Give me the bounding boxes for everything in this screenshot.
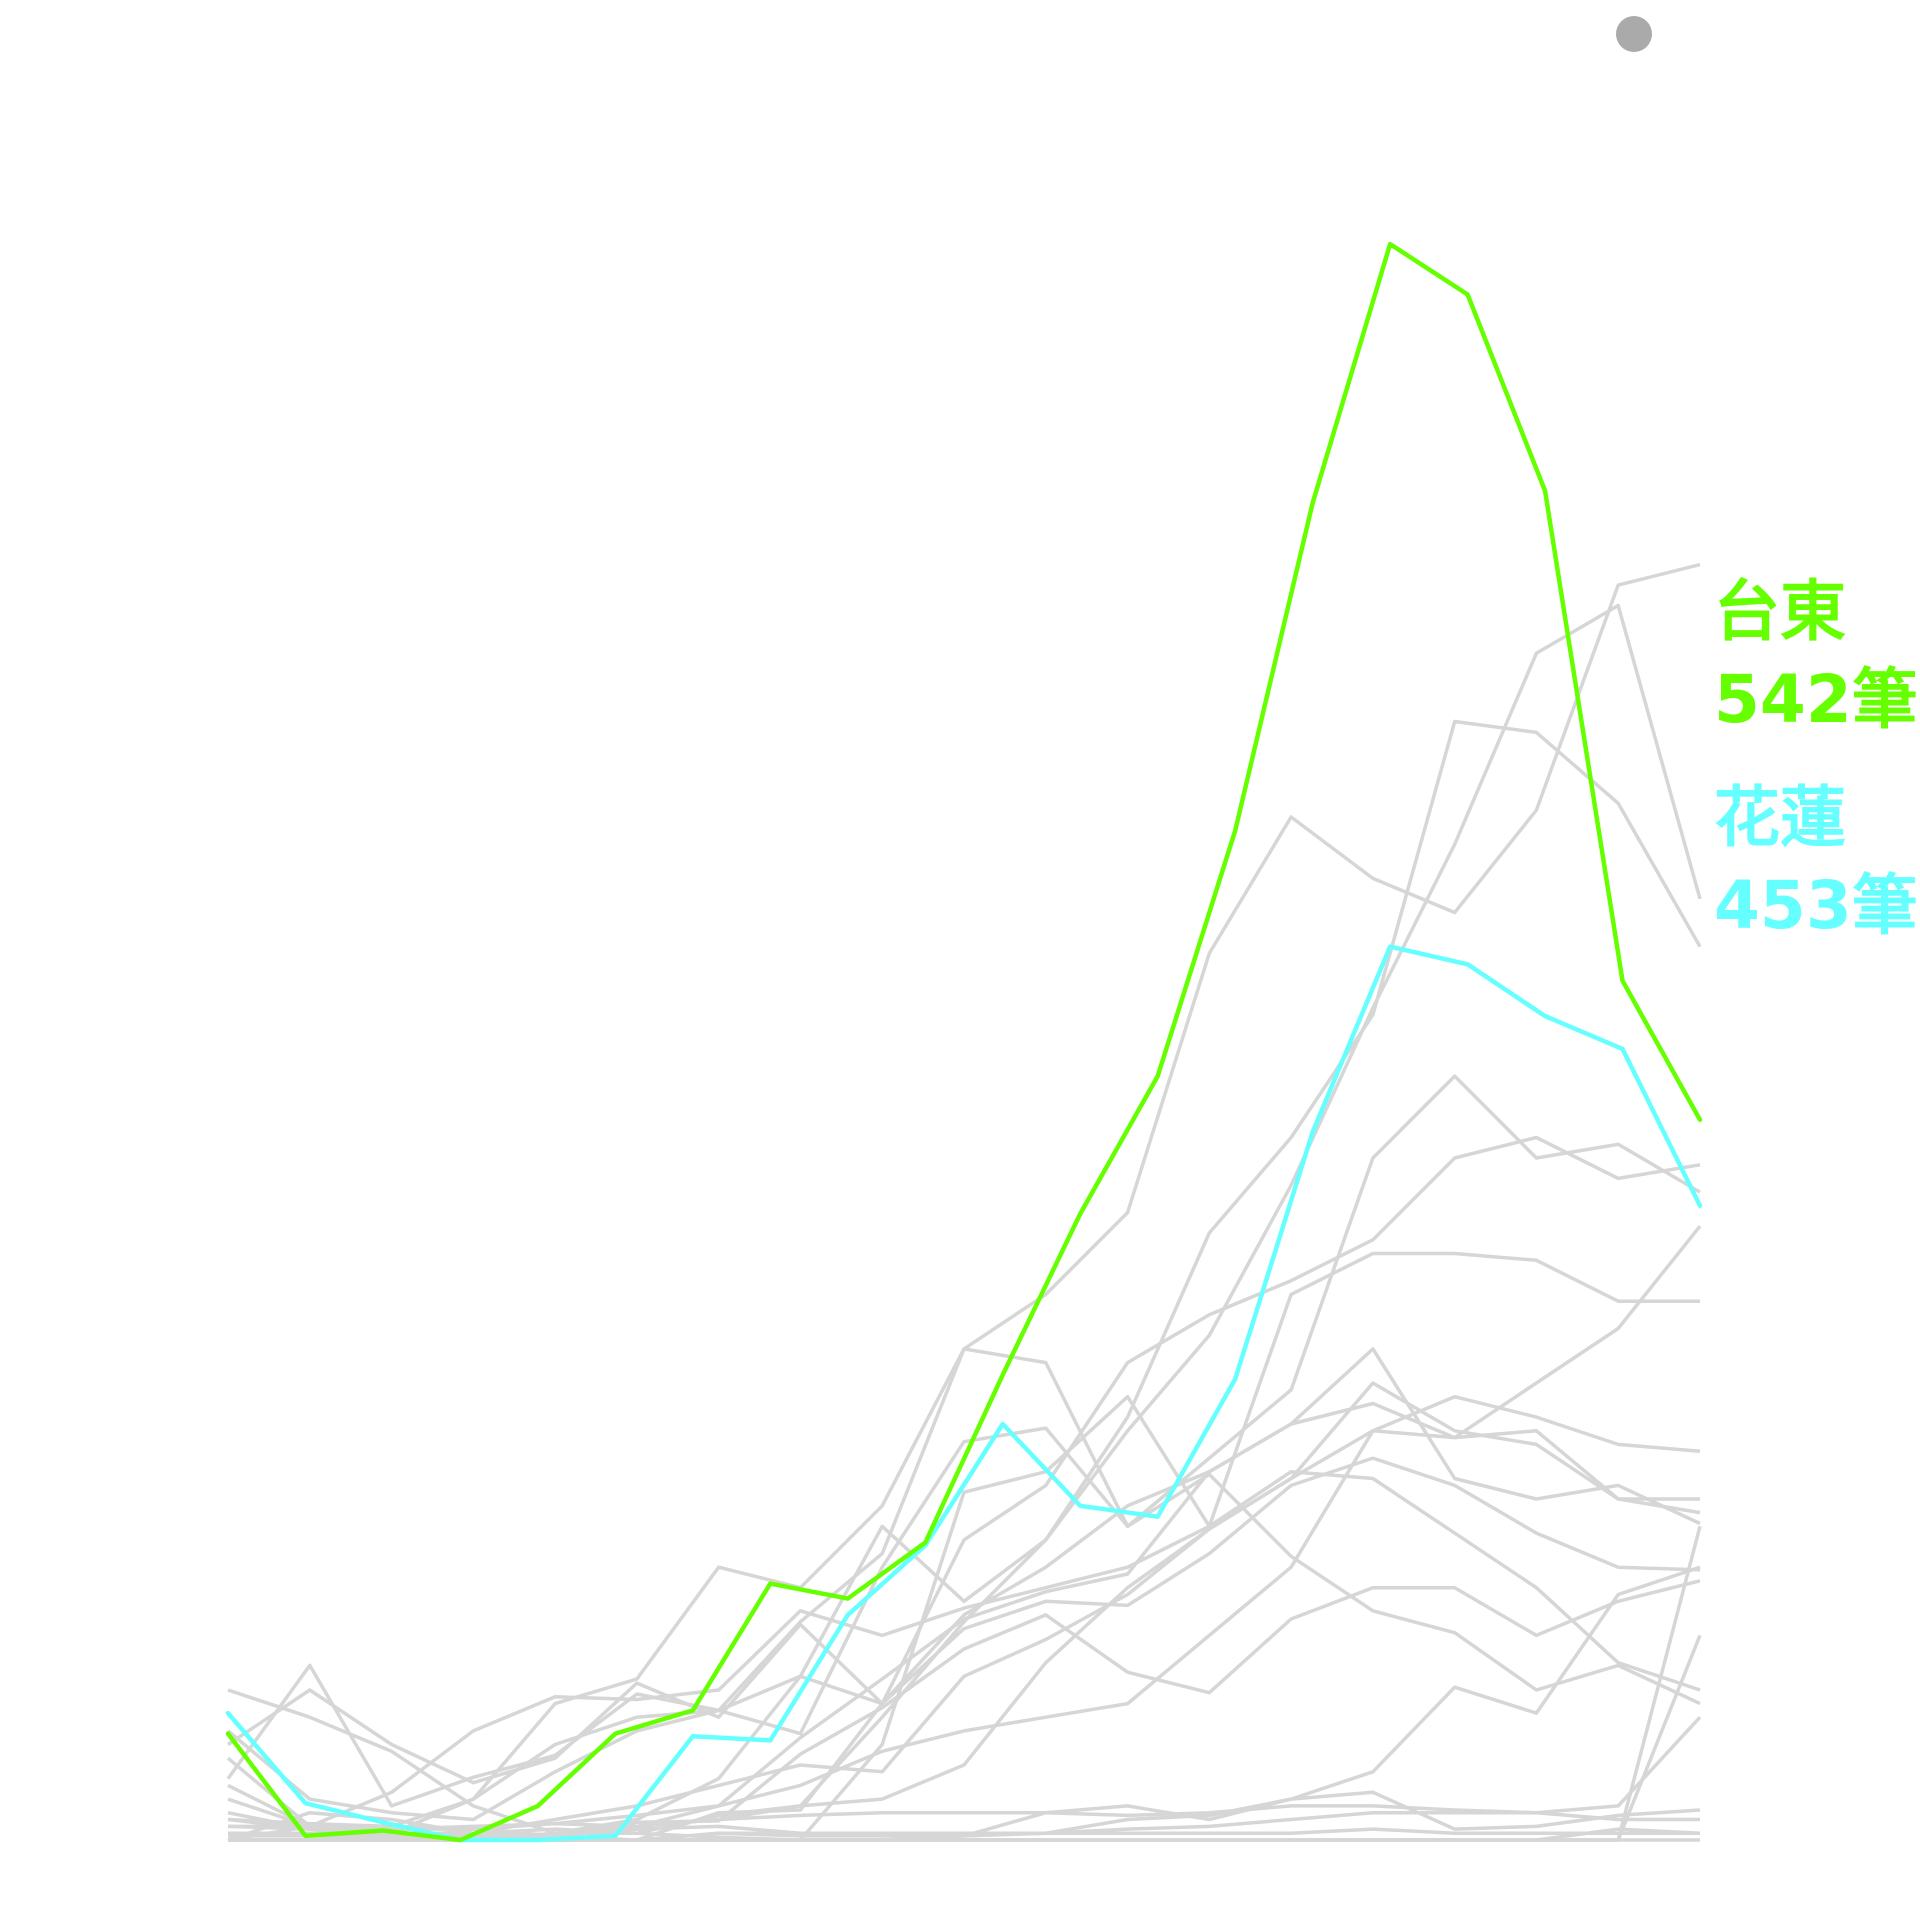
series-label-taitung-value: 542筆 — [1714, 661, 1918, 738]
series-label-taitung: 台東 542筆 — [1714, 573, 1918, 738]
background-series-line-10 — [228, 1525, 1702, 1842]
series-line-taitung — [225, 241, 1703, 1843]
background-series-line-12 — [227, 1347, 1701, 1785]
background-series-line-14 — [227, 1225, 1702, 1831]
background-series-line-1 — [226, 1426, 1701, 1808]
legend-dot-icon — [1616, 16, 1652, 52]
series-line-hualien — [225, 944, 1703, 1843]
series-label-taitung-name: 台東 — [1714, 573, 1846, 650]
background-series-line-6 — [228, 1804, 1700, 1835]
background-series-line-11 — [226, 719, 1702, 1835]
series-label-hualien-value: 453筆 — [1714, 867, 1918, 944]
background-series-line-2 — [227, 1394, 1701, 1835]
background-series-line-4 — [227, 1469, 1701, 1829]
series-label-hualien: 花蓮 453筆 — [1714, 779, 1918, 944]
background-series-line-19 — [228, 603, 1702, 1842]
series-label-hualien-name: 花蓮 — [1714, 779, 1846, 856]
background-series-line-23 — [226, 562, 1701, 1822]
background-series-group — [226, 562, 1702, 1842]
highlight-series-group — [225, 241, 1703, 1843]
background-series-line-8 — [227, 1716, 1702, 1842]
background-series-line-18 — [228, 1251, 1700, 1842]
